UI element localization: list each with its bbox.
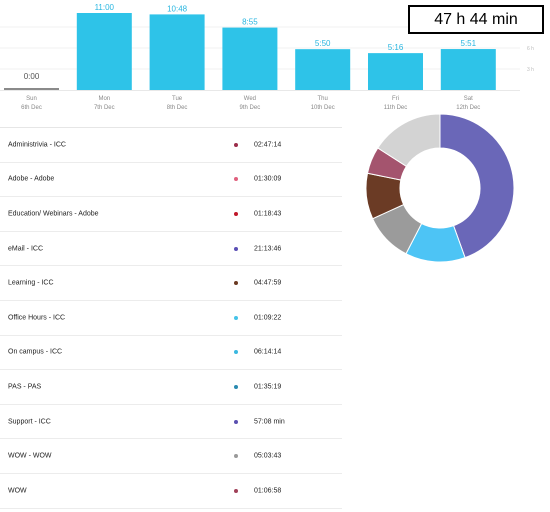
day-label: Mon [98,96,110,102]
activity-duration: 02:47:14 [254,141,282,149]
activity-duration: 01:06:58 [254,487,282,495]
activity-name: Administrivia - ICC [8,141,66,149]
donut-segment[interactable] [377,113,441,168]
date-label: 8th Dec [167,105,188,111]
activity-row[interactable]: Learning - ICC 04:47:59 [0,266,342,301]
activity-row[interactable]: Support - ICC 57:08 min [0,405,342,440]
date-label: 6th Dec [21,105,42,111]
day-label: Thu [318,96,328,102]
activity-row[interactable]: Administrivia - ICC 02:47:14 [0,128,342,163]
daily-bar-chart: 0:00 Sun 6th Dec 11:00 Mon 7th Dec 10:48 Tue 8th… [0,3,534,111]
date-label: 9th Dec [240,105,261,111]
total-time-value: 47 h 44 min [434,10,518,28]
activity-donut-chart [365,113,515,263]
activity-name: Learning - ICC [8,279,54,287]
activity-duration: 06:14:14 [254,348,282,356]
activity-row[interactable]: WOW 01:06:58 [0,474,342,509]
activity-color-dot [234,384,238,389]
activity-duration: 01:09:22 [254,314,282,322]
bar-sun[interactable] [4,88,59,90]
activity-name: eMail - ICC [8,245,44,253]
activity-color-dot [234,488,238,493]
y-tick-label: 6 h [527,46,534,52]
day-label: Sat [464,96,473,102]
activity-duration: 01:30:09 [254,175,282,183]
bar-value-label: 10:48 [167,4,188,13]
activity-row[interactable]: WOW - WOW 05:03:43 [0,439,342,474]
activity-color-dot [234,211,238,216]
activity-color-dot [234,419,238,424]
bar-value-label: 8:55 [242,18,258,27]
bar-sat[interactable] [440,49,496,90]
activity-color-dot [234,246,238,251]
activity-name: WOW [8,487,27,495]
activity-row[interactable]: eMail - ICC 21:13:46 [0,232,342,267]
activity-name: Education/ Webinars - Adobe [8,210,99,218]
bar-value-label: 5:50 [315,39,331,48]
activity-row[interactable]: Education/ Webinars - Adobe 01:18:43 [0,197,342,232]
activity-name: Support - ICC [8,418,51,426]
bar-value-label: 11:00 [95,3,115,12]
activity-color-dot [234,454,238,459]
donut-segment[interactable] [439,113,515,259]
bar-tue[interactable] [149,14,205,90]
date-label: 11th Dec [384,105,408,111]
activity-name: PAS - PAS [8,383,42,391]
bar-wed[interactable] [222,27,278,90]
day-label: Tue [172,96,183,102]
date-label: 12th Dec [456,105,480,111]
activity-list: Administrivia - ICC 02:47:14 Adobe - Adobe… [0,128,342,509]
bar-value-label: 5:16 [388,43,404,52]
activity-duration: 21:13:46 [254,245,282,253]
activity-duration: 04:47:59 [254,279,282,287]
bar-value-label: 5:51 [461,39,477,48]
activity-row[interactable]: PAS - PAS 01:35:19 [0,370,342,405]
day-label: Sun [26,96,37,102]
date-label: 10th Dec [311,105,335,111]
bar-mon[interactable] [76,13,132,90]
date-label: 7th Dec [94,105,115,111]
day-label: Wed [244,96,256,102]
activity-row[interactable]: On campus - ICC 06:14:14 [0,336,342,371]
total-time-box: 47 h 44 min [408,5,544,34]
activity-color-dot [234,350,238,355]
activity-duration: 57:08 min [254,418,285,426]
activity-name: Office Hours - ICC [8,314,66,322]
activity-color-dot [234,142,238,147]
activity-name: WOW - WOW [8,452,52,460]
activity-color-dot [234,177,238,182]
activity-color-dot [234,281,238,286]
activity-color-dot [234,315,238,320]
activity-row[interactable]: Adobe - Adobe 01:30:09 [0,163,342,198]
activity-duration: 01:18:43 [254,210,282,218]
activity-duration: 05:03:43 [254,452,282,460]
day-label: Fri [392,96,399,102]
bar-fri[interactable] [368,53,423,90]
bar-thu[interactable] [295,49,351,90]
bar-value-label: 0:00 [24,72,40,81]
list-divider [0,127,342,128]
activity-row[interactable]: Office Hours - ICC 01:09:22 [0,301,342,336]
activity-name: On campus - ICC [8,348,63,356]
activity-name: Adobe - Adobe [8,175,55,183]
y-tick-label: 3 h [527,67,534,73]
activity-duration: 01:35:19 [254,383,282,391]
